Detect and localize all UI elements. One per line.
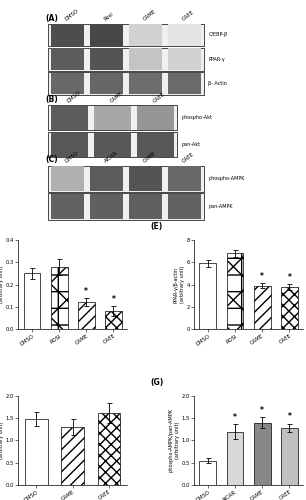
Text: *: * <box>287 412 291 422</box>
Bar <box>90 166 123 191</box>
Bar <box>105 312 122 329</box>
Text: pan-AMPK: pan-AMPK <box>208 204 233 209</box>
Bar <box>24 274 40 329</box>
Text: *: * <box>260 272 264 280</box>
Bar <box>129 194 162 219</box>
Bar <box>51 266 68 329</box>
Text: C/EBP-β: C/EBP-β <box>208 32 228 38</box>
Y-axis label: PPAR-γ/β-actin
(arbitrary unit): PPAR-γ/β-actin (arbitrary unit) <box>174 266 185 303</box>
Bar <box>51 48 84 70</box>
Bar <box>227 432 244 485</box>
Bar <box>129 73 162 94</box>
Bar <box>51 24 84 46</box>
Bar <box>51 106 88 130</box>
Text: CAEE: CAEE <box>152 91 166 104</box>
Bar <box>62 427 84 485</box>
Text: *: * <box>84 286 88 296</box>
Bar <box>48 72 204 95</box>
Text: DMSO: DMSO <box>65 150 80 164</box>
Y-axis label: C/EBP-β/β-actin
(arbitrary unit): C/EBP-β/β-actin (arbitrary unit) <box>0 265 4 304</box>
Bar <box>25 419 48 485</box>
Text: CAEE: CAEE <box>181 152 195 164</box>
Bar <box>281 288 298 329</box>
Bar <box>48 194 204 220</box>
Text: (G): (G) <box>151 378 164 387</box>
Text: phospho-Akt: phospho-Akt <box>181 116 212 120</box>
Bar <box>51 194 84 219</box>
Y-axis label: phospho-AMPK/pan-AMPK
(arbitrary unit): phospho-AMPK/pan-AMPK (arbitrary unit) <box>169 408 180 472</box>
Bar <box>137 132 174 157</box>
Bar <box>137 106 174 130</box>
Text: *: * <box>287 273 291 282</box>
Bar <box>95 106 131 130</box>
Text: *: * <box>260 406 264 414</box>
Bar <box>168 48 201 70</box>
Bar <box>78 302 95 329</box>
Bar <box>168 194 201 219</box>
Text: Rosi: Rosi <box>103 12 115 22</box>
Text: PPAR-γ: PPAR-γ <box>208 57 225 62</box>
Text: CAME: CAME <box>142 150 157 164</box>
Text: (E): (E) <box>151 222 163 232</box>
Bar <box>95 132 131 157</box>
Text: *: * <box>233 412 237 422</box>
Text: DMSO: DMSO <box>65 8 80 22</box>
Bar <box>168 166 201 191</box>
Text: (B): (B) <box>45 95 58 104</box>
Bar <box>90 24 123 46</box>
Bar <box>129 24 162 46</box>
Bar <box>48 132 177 158</box>
Bar <box>90 73 123 94</box>
Bar <box>51 166 84 191</box>
Bar <box>48 106 177 130</box>
Bar <box>200 264 216 329</box>
Text: AICAR: AICAR <box>103 150 119 164</box>
Bar <box>51 73 84 94</box>
Bar <box>48 166 204 192</box>
Text: β- Actin: β- Actin <box>208 81 227 86</box>
Text: (C): (C) <box>45 156 58 164</box>
Bar <box>200 460 216 485</box>
Bar <box>129 166 162 191</box>
Bar <box>168 24 201 46</box>
Bar <box>254 422 271 485</box>
Text: CAEE: CAEE <box>181 10 195 22</box>
Text: CAME: CAME <box>142 8 157 22</box>
Bar <box>48 24 204 46</box>
Bar <box>168 73 201 94</box>
Text: DMSO: DMSO <box>66 90 82 104</box>
Bar <box>90 48 123 70</box>
Bar <box>281 428 298 485</box>
Bar <box>254 286 271 329</box>
Bar <box>129 48 162 70</box>
Bar <box>90 194 123 219</box>
Bar <box>98 413 120 485</box>
Y-axis label: phospho-Akt/pan-Akt
(arbitrary unit): phospho-Akt/pan-Akt (arbitrary unit) <box>0 414 4 467</box>
Bar <box>48 48 204 70</box>
Text: phospho-AMPK: phospho-AMPK <box>208 176 245 181</box>
Text: CAME: CAME <box>110 90 124 104</box>
Text: *: * <box>111 294 115 304</box>
Text: (A): (A) <box>45 14 58 22</box>
Bar <box>51 132 88 157</box>
Bar <box>227 254 244 329</box>
Text: pan-Akt: pan-Akt <box>181 142 201 148</box>
